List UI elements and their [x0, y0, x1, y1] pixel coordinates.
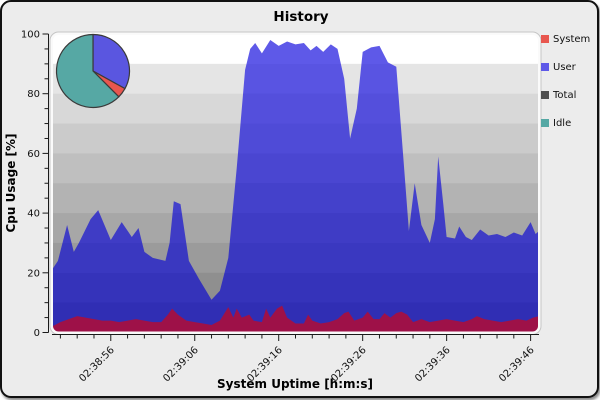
tick-label: 02:39:36 [413, 345, 453, 385]
legend-label: Idle [553, 117, 572, 129]
total-color-swatch [541, 91, 549, 99]
x-axis-title: System Uptime [h:m:s] [217, 377, 373, 391]
tick-label: 02:39:06 [161, 345, 201, 385]
system-area [52, 305, 539, 333]
pie-slice-user [92, 33, 131, 90]
cpu-pie-inset [55, 33, 131, 109]
system-color-swatch [541, 35, 549, 43]
tick-label: 20 [27, 268, 40, 279]
y-axis-title: Cpu Usage [%] [4, 134, 18, 233]
legend-label: User [553, 61, 576, 73]
chart-title: History [273, 9, 328, 25]
legend: System User Total Idle [541, 25, 599, 137]
user-area [52, 40, 539, 333]
tick-label: 02:38:56 [77, 345, 117, 385]
pie-slice-idle [55, 33, 120, 109]
legend-item-user: User [541, 53, 599, 81]
tick-label: 02:39:46 [497, 345, 537, 385]
legend-item-idle: Idle [541, 109, 599, 137]
legend-item-total: Total [541, 81, 599, 109]
cpu-history-chart: 02:38:56 02:39:06 02:39:16 02:39:26 02:39:36… [4, 9, 542, 391]
idle-color-swatch [541, 119, 549, 127]
legend-label: Total [553, 89, 577, 101]
tick-label: 80 [27, 89, 40, 100]
legend-label: System [553, 33, 591, 45]
tick-label: 60 [27, 149, 40, 160]
tick-label: 0 [34, 328, 40, 339]
legend-item-system: System [541, 25, 599, 53]
tick-label: 100 [21, 30, 40, 41]
user-color-swatch [541, 63, 549, 71]
axes [42, 33, 539, 341]
tick-label: 40 [27, 209, 40, 220]
plot-canvas [52, 34, 539, 333]
